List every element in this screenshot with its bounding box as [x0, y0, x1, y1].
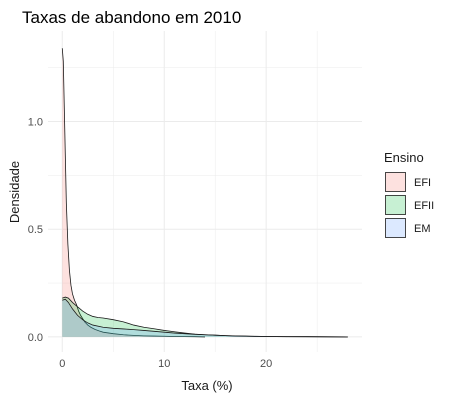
- density-fill-efii: [62, 297, 348, 337]
- legend-key-background: [385, 195, 406, 215]
- legend-items: EFI EFII EM: [385, 172, 434, 238]
- legend-label-efi: EFI: [414, 177, 431, 189]
- x-tick-label: 20: [260, 358, 272, 370]
- legend-key-background: [385, 172, 406, 192]
- legend-item-efii: EFII: [385, 195, 434, 215]
- legend-label-efii: EFII: [414, 200, 434, 212]
- legend-swatch-efii: [385, 195, 406, 215]
- legend-item-em: EM: [385, 218, 431, 238]
- density-fill-em: [62, 299, 348, 337]
- legend-item-efi: EFI: [385, 172, 431, 192]
- y-tick-label: 0.5: [28, 224, 43, 236]
- legend-swatch-em: [385, 218, 406, 238]
- legend-title: Ensino: [384, 150, 424, 165]
- density-line-em: [62, 298, 348, 338]
- density-fill-efi: [62, 48, 205, 337]
- density-areas: [61, 48, 348, 338]
- grid: [48, 31, 362, 352]
- x-axis-title: Taxa (%): [181, 378, 232, 393]
- chart-title: Taxas de abandono em 2010: [22, 8, 241, 27]
- x-tick-label: 0: [59, 358, 65, 370]
- y-axis-title: Densidade: [7, 161, 22, 223]
- legend-key-background: [385, 218, 406, 238]
- legend-swatch-efi: [385, 172, 406, 192]
- x-tick-label: 10: [158, 358, 170, 370]
- y-tick-label: 1.0: [28, 116, 43, 128]
- legend-label-em: EM: [414, 223, 431, 235]
- legend: Ensino EFI EFII EM: [384, 150, 434, 238]
- tick-labels: 0 10 20 0.0 0.5 1.0: [28, 116, 273, 370]
- density-line-efi: [61, 48, 206, 338]
- y-tick-label: 0.0: [28, 332, 43, 344]
